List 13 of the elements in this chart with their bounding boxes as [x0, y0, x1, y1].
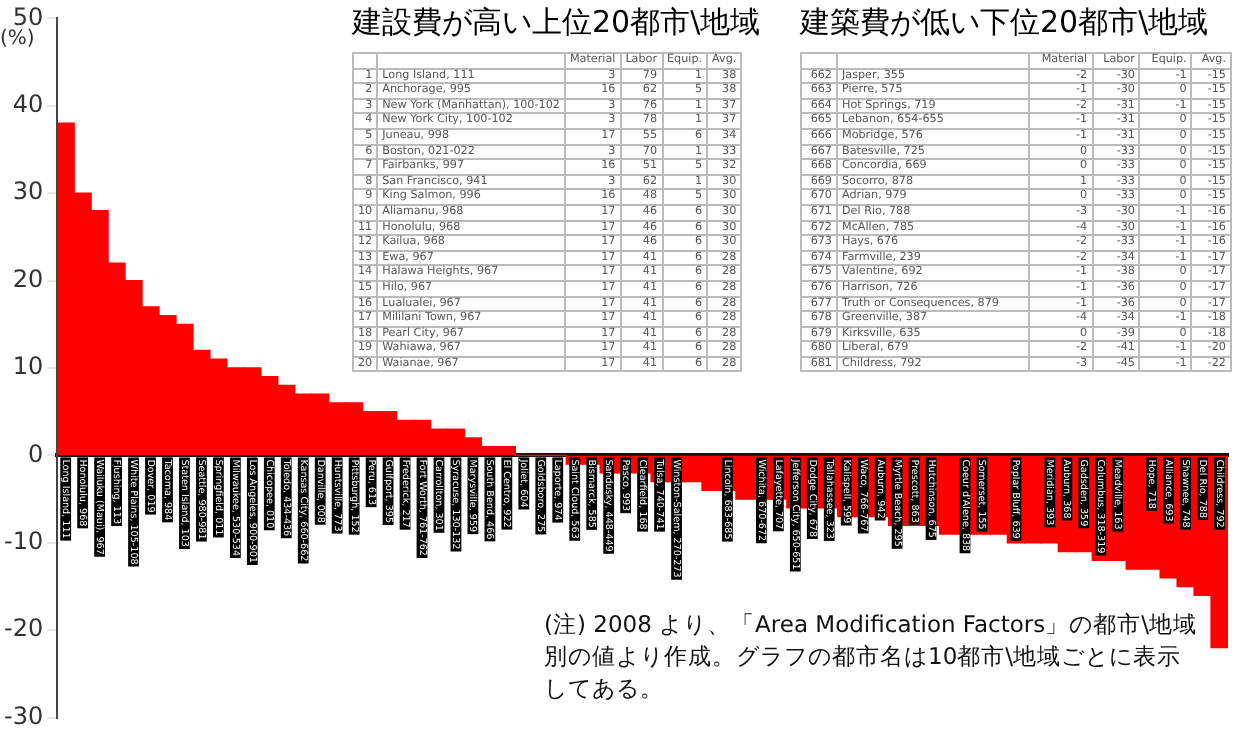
- y-tick-label: 10: [12, 352, 44, 381]
- y-tick-label: 0: [27, 439, 44, 468]
- y-tick-label: -30: [3, 701, 44, 730]
- y-tick-label: 30: [12, 177, 44, 206]
- y-tick-label: 40: [12, 90, 44, 119]
- annotation: 建設費が高い上位20都市\地域: [352, 4, 761, 42]
- y-tick-label: 50: [12, 2, 44, 31]
- y-axis-title: (%): [0, 28, 35, 50]
- annotation: 建築費が低い下位20都市\地域: [800, 4, 1211, 42]
- annotation: (注) 2008 より、「Area Modification Factors」の都市\地域別の値より作成。グラフの都市名は10都市\地域ごとに表示してある。: [544, 608, 1199, 704]
- y-tick-label: -10: [3, 527, 44, 556]
- y-tick-label: 20: [12, 264, 44, 293]
- y-tick-label: -20: [3, 614, 44, 643]
